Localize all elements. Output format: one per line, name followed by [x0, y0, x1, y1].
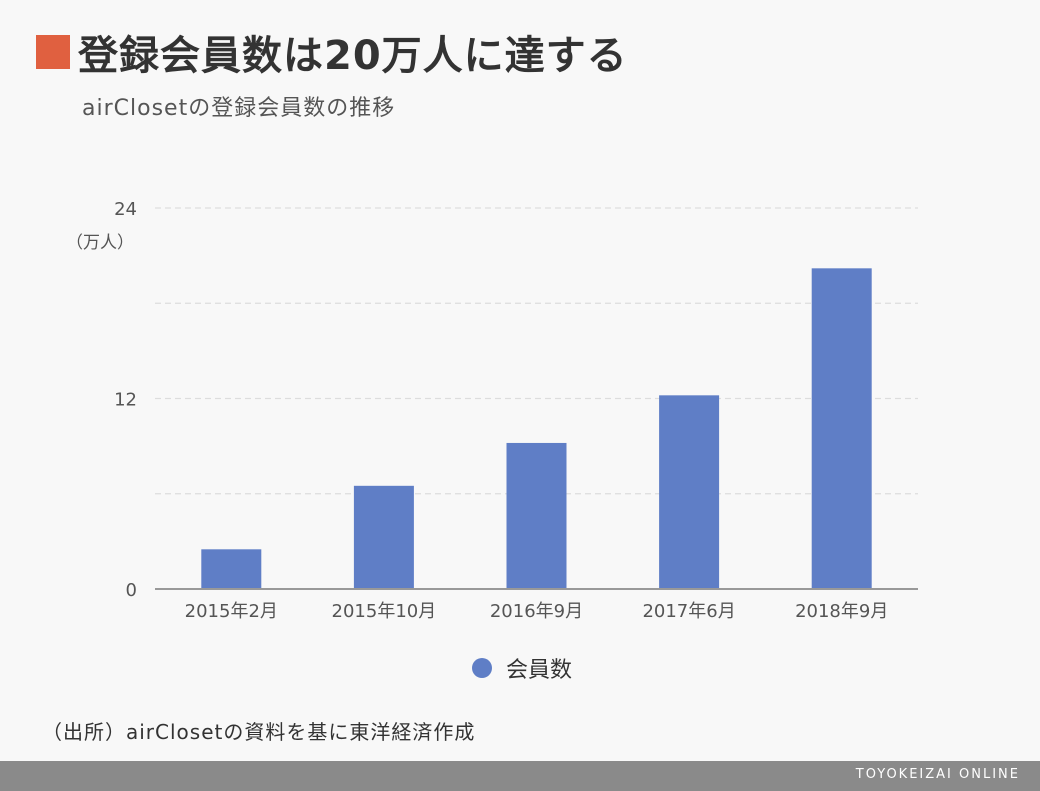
bar — [659, 395, 720, 589]
x-tick-label: 2016年9月 — [490, 601, 583, 622]
footer-brand: TOYOKEIZAI ONLINE — [855, 767, 1020, 782]
y-tick-labels: 0 12 24 — [114, 199, 137, 601]
bar — [201, 549, 262, 589]
bars — [201, 268, 872, 589]
bar — [811, 268, 872, 589]
legend-dot-icon — [472, 658, 492, 678]
chart-subtitle: airClosetの登録会員数の推移 — [82, 96, 396, 121]
footer-bar: TOYOKEIZAI ONLINE — [0, 761, 1040, 791]
y-tick-label: 12 — [114, 390, 137, 411]
chart-title: 登録会員数は20万人に達する — [78, 33, 628, 79]
y-axis-unit-label: （万人） — [66, 233, 134, 253]
x-tick-label: 2015年10月 — [332, 601, 437, 622]
x-tick-label: 2018年9月 — [795, 601, 888, 622]
legend: 会員数 — [472, 652, 572, 684]
bar — [506, 442, 567, 589]
title-row: 登録会員数は20万人に達する — [36, 26, 628, 79]
x-tick-labels: 2015年2月 2015年10月 2016年9月 2017年6月 2018年9月 — [185, 601, 889, 622]
x-tick-label: 2015年2月 — [185, 601, 278, 622]
bar-chart: 0 12 24 2015年2月 2015年10月 2016年9月 2017年6月 2018年… — [66, 199, 918, 622]
x-tick-label: 2017年6月 — [642, 601, 735, 622]
source-note: （出所）airClosetの資料を基に東洋経済作成 — [42, 720, 476, 744]
y-tick-label: 0 — [126, 580, 137, 601]
legend-label: 会員数 — [506, 658, 573, 683]
title-marker — [36, 35, 70, 69]
y-tick-label: 24 — [114, 199, 137, 220]
bar — [353, 485, 414, 589]
